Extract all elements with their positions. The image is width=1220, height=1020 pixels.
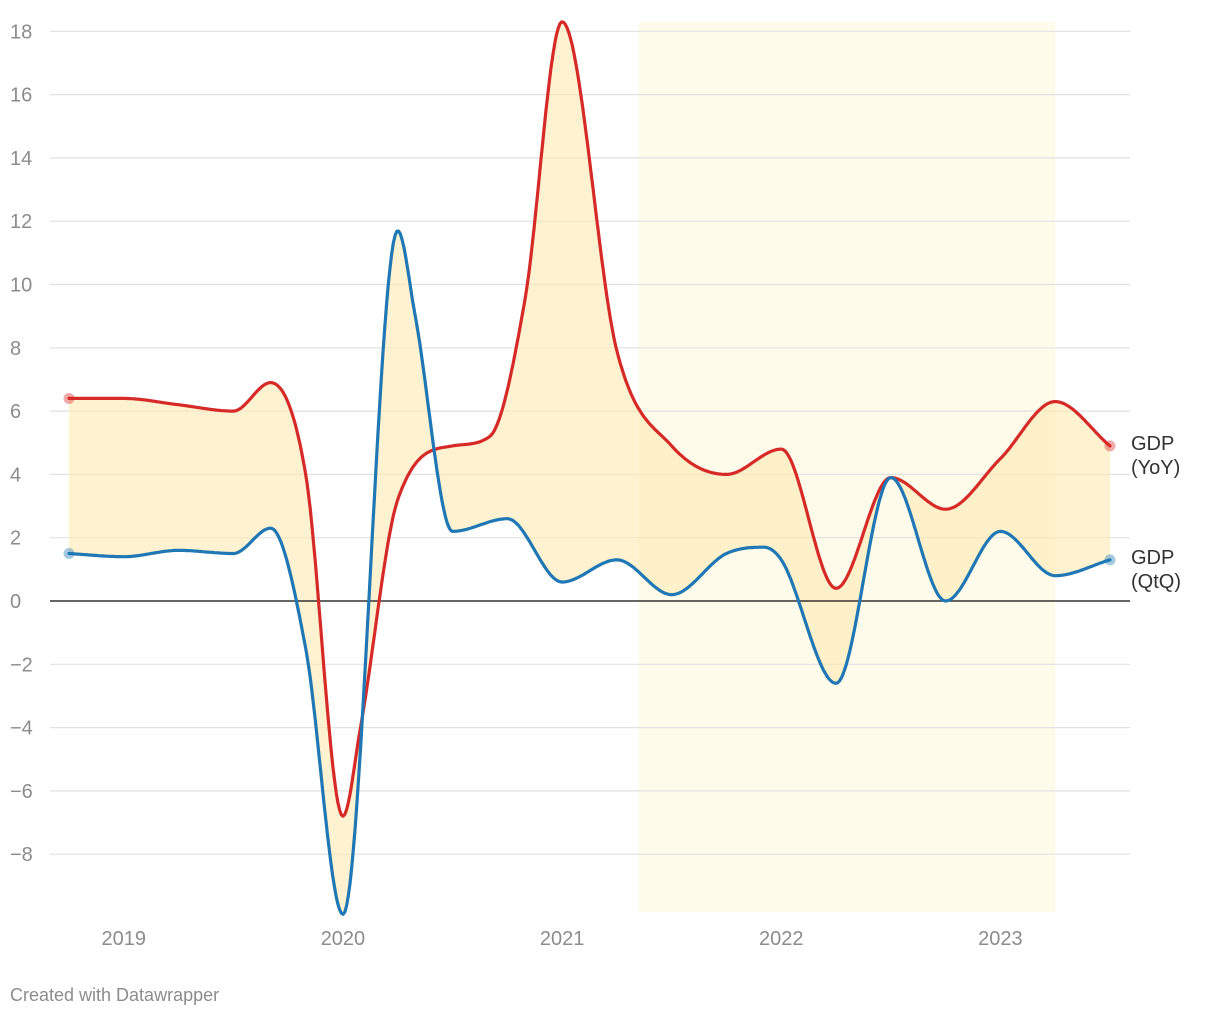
series-end-point — [1104, 554, 1116, 566]
series-label-line: GDP — [1131, 433, 1174, 455]
x-axis-tick-labels: 2019 2020 2021 2022 2023 — [102, 928, 1023, 950]
x-tick-label: 2019 — [102, 928, 147, 950]
series-start-point — [63, 548, 75, 560]
y-tick-label: 10 — [10, 275, 32, 297]
series-direct-labels: GDP (YoY)GDP (QtQ) — [1131, 433, 1181, 593]
series-label-gdp-qtq: GDP (QtQ) — [1131, 547, 1181, 593]
fill-between-area-layer — [69, 21, 1110, 915]
series-label-line: (QtQ) — [1131, 571, 1181, 593]
series-line-gdp-qtq — [67, 229, 1112, 916]
x-tick-label: 2021 — [540, 928, 585, 950]
gdp-line-chart: 18 16 14 12 10 8 6 4 2 0 −2 −4 −6 −8 2019 2020 2021 2022… — [10, 20, 1181, 950]
x-tick-label: 2020 — [321, 928, 366, 950]
y-axis-tick-labels: 18 16 14 12 10 8 6 4 2 0 −2 −4 −6 −8 — [10, 21, 33, 866]
y-tick-label: 12 — [10, 211, 32, 233]
y-tick-label: −4 — [10, 718, 33, 740]
highlight-band — [638, 22, 1056, 912]
y-tick-label: 14 — [10, 148, 32, 170]
y-tick-label: 18 — [10, 21, 32, 43]
series-lines-layer — [67, 20, 1112, 916]
y-tick-label: −2 — [10, 654, 33, 676]
x-tick-label: 2022 — [759, 928, 804, 950]
y-tick-label: 6 — [10, 401, 21, 423]
series-label-gdp-yoy: GDP (YoY) — [1131, 433, 1180, 479]
chart-credit: Created with Datawrapper — [10, 985, 220, 1005]
y-tick-label: 0 — [10, 591, 21, 613]
series-line-gdp-yoy — [67, 20, 1112, 818]
y-tick-label: −6 — [10, 781, 33, 803]
y-tick-label: 4 — [10, 464, 21, 486]
y-tick-label: 2 — [10, 528, 21, 550]
x-tick-label: 2023 — [978, 928, 1023, 950]
fill-between-area — [69, 21, 1110, 915]
y-tick-label: −8 — [10, 844, 33, 866]
y-tick-label: 16 — [10, 85, 32, 107]
highlight-band-layer — [638, 22, 1056, 912]
series-endpoints-layer — [63, 392, 1116, 566]
y-tick-label: 8 — [10, 338, 21, 360]
series-end-point — [1104, 440, 1116, 452]
series-label-line: (YoY) — [1131, 457, 1180, 479]
series-start-point — [63, 392, 75, 404]
series-label-line: GDP — [1131, 547, 1174, 569]
